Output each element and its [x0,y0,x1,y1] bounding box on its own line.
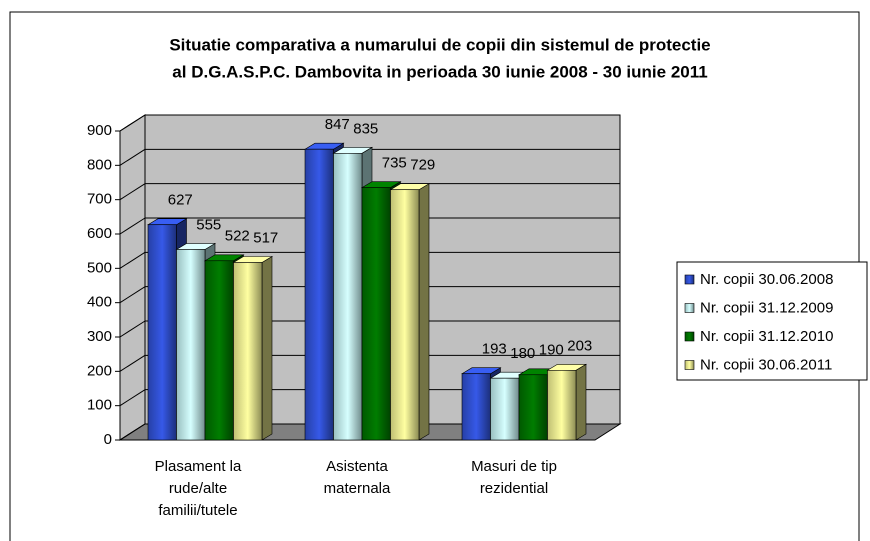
value-label: 555 [196,216,221,233]
bar-front [147,224,177,441]
bar-front [176,249,206,441]
y-tick-label: 300 [87,328,112,345]
y-tick-label: 600 [87,225,112,242]
grid-line-side [119,286,146,304]
bar-front [304,148,334,441]
bar-front [233,262,263,441]
bar-front [490,377,520,441]
bar-side [261,255,273,441]
grid-line-side [119,183,146,201]
legend-label: Nr. copii 31.12.2009 [700,299,833,316]
chart-subtitle: al D.G.A.S.P.C. Dambovita in perioada 30… [172,62,707,81]
value-label: 835 [353,120,378,137]
y-tick-label: 800 [87,156,112,173]
legend-swatch [684,274,695,285]
legend-box [676,261,868,381]
bar [546,363,588,441]
bar-side [418,183,430,441]
bar-front [204,260,234,441]
x-tick-label: Masuri de tip rezidential [471,458,557,497]
y-tick-label: 900 [87,122,112,139]
grid-line-side [119,354,146,372]
value-label: 729 [410,157,435,174]
bar-front [333,153,363,441]
legend-swatch [684,331,695,342]
y-tick-label: 500 [87,259,112,276]
grid-line-side [119,389,146,407]
value-label: 190 [539,342,564,359]
y-tick-label: 700 [87,191,112,208]
y-tick-label: 200 [87,362,112,379]
legend-swatch [684,360,695,370]
grid-line-side [119,320,146,338]
value-label: 735 [382,155,407,172]
legend-swatch [684,303,695,313]
value-label: 193 [482,341,507,358]
y-tick-label: 100 [87,397,112,414]
value-label: 203 [567,337,592,354]
chart-title: Situatie comparativa a numarului de copi… [169,35,710,54]
bar-front [461,373,491,441]
legend-label: Nr. copii 31.12.2010 [700,328,833,345]
value-label: 847 [325,116,350,133]
grid-line-side [119,251,146,269]
bar [232,255,274,441]
y-tick-label: 400 [87,294,112,311]
x-tick-label: Asistenta maternala [323,458,391,497]
value-label: 180 [510,345,535,362]
side-wall [119,114,146,441]
legend-label: Nr. copii 30.06.2008 [700,271,833,288]
bar-side [575,363,587,441]
legend-label: Nr. copii 30.06.2011 [700,356,832,373]
grid-line-side [119,148,146,166]
value-label: 517 [253,229,278,246]
value-label: 627 [168,192,193,209]
value-label: 522 [225,228,250,245]
grid-line-side [119,217,146,235]
bar [389,183,431,441]
bar-front [547,370,577,441]
y-tick-label: 0 [104,431,112,448]
x-tick-label: Plasament la rude/alte familii/tutele [154,458,242,519]
bar-front [390,189,420,441]
grid-line-side [119,423,146,441]
bar-front [361,187,391,441]
grid-line-side [119,114,146,132]
bar-front [518,374,548,441]
